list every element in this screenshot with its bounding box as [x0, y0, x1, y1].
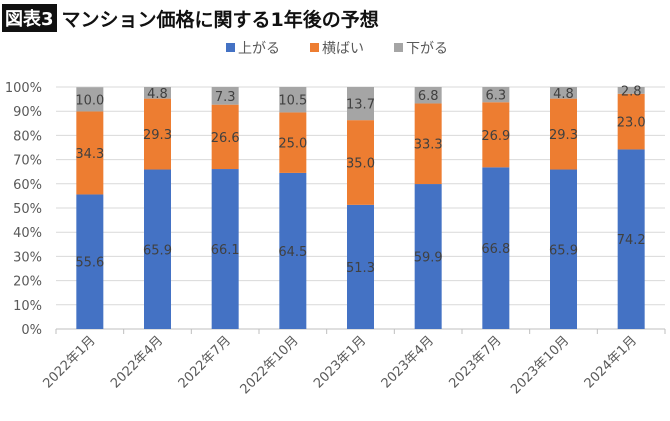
data-label: 74.2 — [617, 233, 646, 248]
y-tick-label: 20% — [13, 275, 42, 290]
figure-badge: 図表3 — [2, 4, 57, 32]
bar-segment — [550, 98, 577, 170]
data-label: 59.9 — [414, 251, 443, 266]
bar-segment — [347, 120, 374, 205]
bar-segment — [76, 87, 104, 112]
bar-segment — [617, 93, 645, 150]
bar-segment — [347, 87, 374, 121]
bar-segment — [144, 169, 171, 329]
data-label: 4.8 — [147, 87, 168, 102]
data-label: 51.3 — [346, 261, 375, 276]
data-label: 10.0 — [75, 93, 104, 108]
x-tick-label: 2023年10月 — [508, 333, 572, 397]
data-label: 6.3 — [485, 89, 506, 104]
bar-segment — [414, 103, 442, 185]
data-label: 25.0 — [278, 137, 307, 152]
data-label: 29.3 — [549, 128, 578, 143]
x-tick-label: 2023年4月 — [379, 333, 437, 391]
y-tick-label: 60% — [13, 178, 42, 193]
bar-segment — [617, 87, 645, 94]
data-label: 4.8 — [553, 87, 574, 102]
data-label: 65.9 — [143, 243, 172, 258]
y-tick-label: 90% — [13, 105, 42, 120]
legend-label: 上がる — [238, 41, 280, 57]
bar-segment — [279, 172, 307, 329]
bar-segment — [279, 112, 307, 173]
x-tick-label: 2022年1月 — [40, 333, 98, 391]
x-tick-label: 2023年7月 — [446, 333, 504, 391]
data-label: 64.5 — [278, 245, 307, 260]
bar-segment — [550, 87, 577, 99]
data-label: 26.6 — [211, 131, 240, 146]
bar-segment — [550, 169, 577, 329]
data-label: 34.3 — [75, 147, 104, 162]
data-label: 7.3 — [215, 90, 236, 105]
chart-title: マンション価格に関する1年後の予想 — [61, 8, 379, 31]
data-label: 2.8 — [621, 84, 642, 99]
data-label: 65.9 — [549, 243, 578, 258]
data-label: 35.0 — [346, 157, 375, 172]
legend-swatch — [394, 43, 403, 52]
data-label: 23.0 — [617, 116, 646, 131]
data-label: 66.8 — [481, 242, 510, 257]
x-tick-label: 2022年4月 — [108, 333, 166, 391]
data-label: 13.7 — [346, 98, 375, 113]
y-tick-label: 80% — [13, 129, 42, 144]
y-tick-label: 40% — [13, 226, 42, 241]
y-tick-label: 100% — [5, 81, 42, 96]
bar-segment — [414, 184, 442, 329]
bar-segment — [144, 87, 171, 99]
bar-segment — [211, 87, 239, 105]
bar-segment — [482, 87, 510, 103]
bar-segment — [482, 102, 510, 168]
legend-label: 下がる — [406, 41, 448, 57]
bar-segment — [211, 104, 239, 170]
x-tick-label: 2023年1月 — [311, 333, 369, 391]
bar-segment — [482, 167, 510, 329]
data-label: 6.8 — [418, 89, 439, 104]
x-tick-label: 2024年1月 — [582, 333, 640, 391]
bar-segment — [617, 149, 645, 329]
y-tick-label: 70% — [13, 154, 42, 169]
y-tick-label: 10% — [13, 299, 42, 314]
data-label: 26.9 — [481, 129, 510, 144]
bar-segment — [347, 204, 374, 329]
data-label: 66.1 — [211, 243, 240, 258]
data-label: 10.5 — [278, 94, 307, 109]
bar-segment — [414, 87, 442, 104]
bar-segment — [211, 169, 239, 329]
bar-segment — [76, 111, 104, 195]
bar-segment — [144, 98, 171, 170]
data-label: 55.6 — [75, 256, 104, 271]
x-tick-label: 2022年10月 — [238, 333, 302, 397]
bar-segment — [279, 87, 307, 113]
legend-swatch — [310, 43, 319, 52]
legend-swatch — [226, 43, 235, 52]
x-tick-label: 2022年7月 — [176, 333, 234, 391]
bar-segment — [76, 194, 104, 329]
y-tick-label: 0% — [21, 323, 42, 338]
chart-header: 図表3 マンション価格に関する1年後の予想 — [2, 4, 379, 32]
y-tick-label: 50% — [13, 202, 42, 217]
y-tick-label: 30% — [13, 250, 42, 265]
data-label: 33.3 — [414, 138, 443, 153]
data-label: 29.3 — [143, 128, 172, 143]
legend-label: 横ばい — [322, 41, 364, 57]
